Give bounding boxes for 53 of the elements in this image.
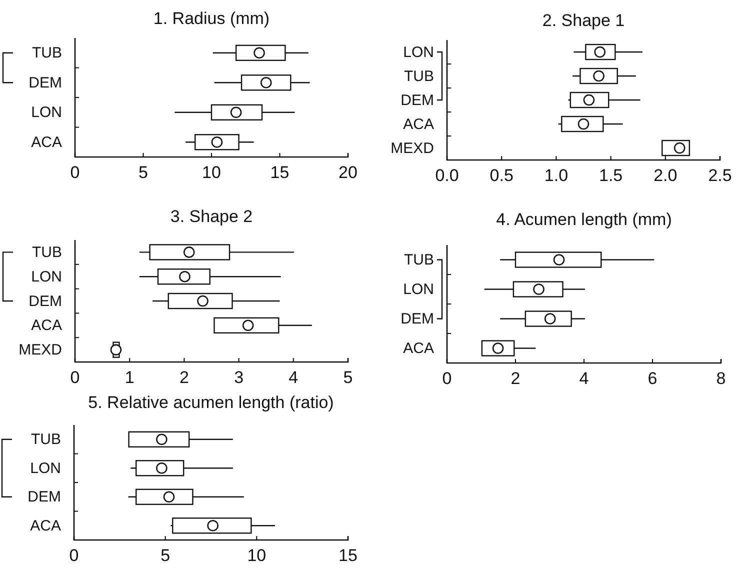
x-tick-label: 5 <box>138 162 148 182</box>
y-tick-label: MEXD <box>18 342 62 359</box>
chart-title: 5. Relative acumen length (ratio) <box>88 393 334 412</box>
y-tick-label: LON <box>403 44 434 61</box>
chart-title: 3. Shape 2 <box>170 207 253 226</box>
y-tick-label: DEM <box>28 488 61 506</box>
x-tick-label: 1.0 <box>544 166 568 185</box>
y-tick-label: LON <box>403 281 434 298</box>
y-tick-label: LON <box>30 460 61 477</box>
y-tick-label: LON <box>31 268 62 286</box>
x-tick-label: 5 <box>343 368 353 387</box>
y-tick-label: DEM <box>400 92 434 109</box>
y-tick-label: TUB <box>32 244 62 261</box>
x-tick-label: 3 <box>234 368 244 387</box>
x-tick-label: 0.0 <box>435 166 459 185</box>
y-tick-label: ACA <box>403 116 434 133</box>
y-tick-label: TUB <box>404 68 434 85</box>
x-tick-label: 2 <box>179 368 189 387</box>
y-tick-label: ACA <box>31 134 62 151</box>
x-tick-label: 0 <box>70 368 80 387</box>
y-tick-label: ACA <box>403 340 434 358</box>
x-tick-label: 1 <box>124 368 134 387</box>
y-tick-label: TUB <box>404 252 434 269</box>
chart-title: 2. Shape 1 <box>542 11 625 30</box>
chart-title: 4. Acumen length (mm) <box>496 210 672 229</box>
x-tick-label: 4 <box>579 368 589 388</box>
x-tick-label: 0 <box>69 546 79 565</box>
x-tick-label: 8 <box>716 368 726 388</box>
y-tick-label: LON <box>31 104 62 122</box>
x-tick-label: 0 <box>70 162 80 182</box>
x-tick-label: 5 <box>160 546 170 565</box>
x-tick-label: 0.5 <box>490 166 514 185</box>
x-tick-label: 4 <box>288 368 298 387</box>
y-tick-label: ACA <box>31 317 62 334</box>
x-tick-label: 0 <box>442 368 452 388</box>
x-tick-label: 20 <box>338 162 358 182</box>
x-tick-label: 6 <box>648 368 658 388</box>
x-tick-label: 2.5 <box>708 166 732 185</box>
y-tick-label: DEM <box>400 310 434 328</box>
y-tick-label: DEM <box>28 292 62 310</box>
x-tick-label: 1.5 <box>598 166 623 185</box>
x-tick-label: 2 <box>510 368 520 388</box>
x-tick-label: 15 <box>338 546 358 565</box>
y-tick-label: MEXD <box>390 140 434 157</box>
x-tick-label: 10 <box>247 546 266 565</box>
chart-title: 1. Radius (mm) <box>153 9 270 28</box>
x-tick-label: 10 <box>202 162 221 182</box>
y-tick-label: TUB <box>31 431 61 448</box>
y-tick-label: ACA <box>30 517 61 534</box>
x-tick-label: 15 <box>270 162 290 182</box>
x-tick-label: 2.0 <box>654 166 678 185</box>
y-tick-label: DEM <box>28 74 62 92</box>
y-tick-label: TUB <box>32 44 62 62</box>
